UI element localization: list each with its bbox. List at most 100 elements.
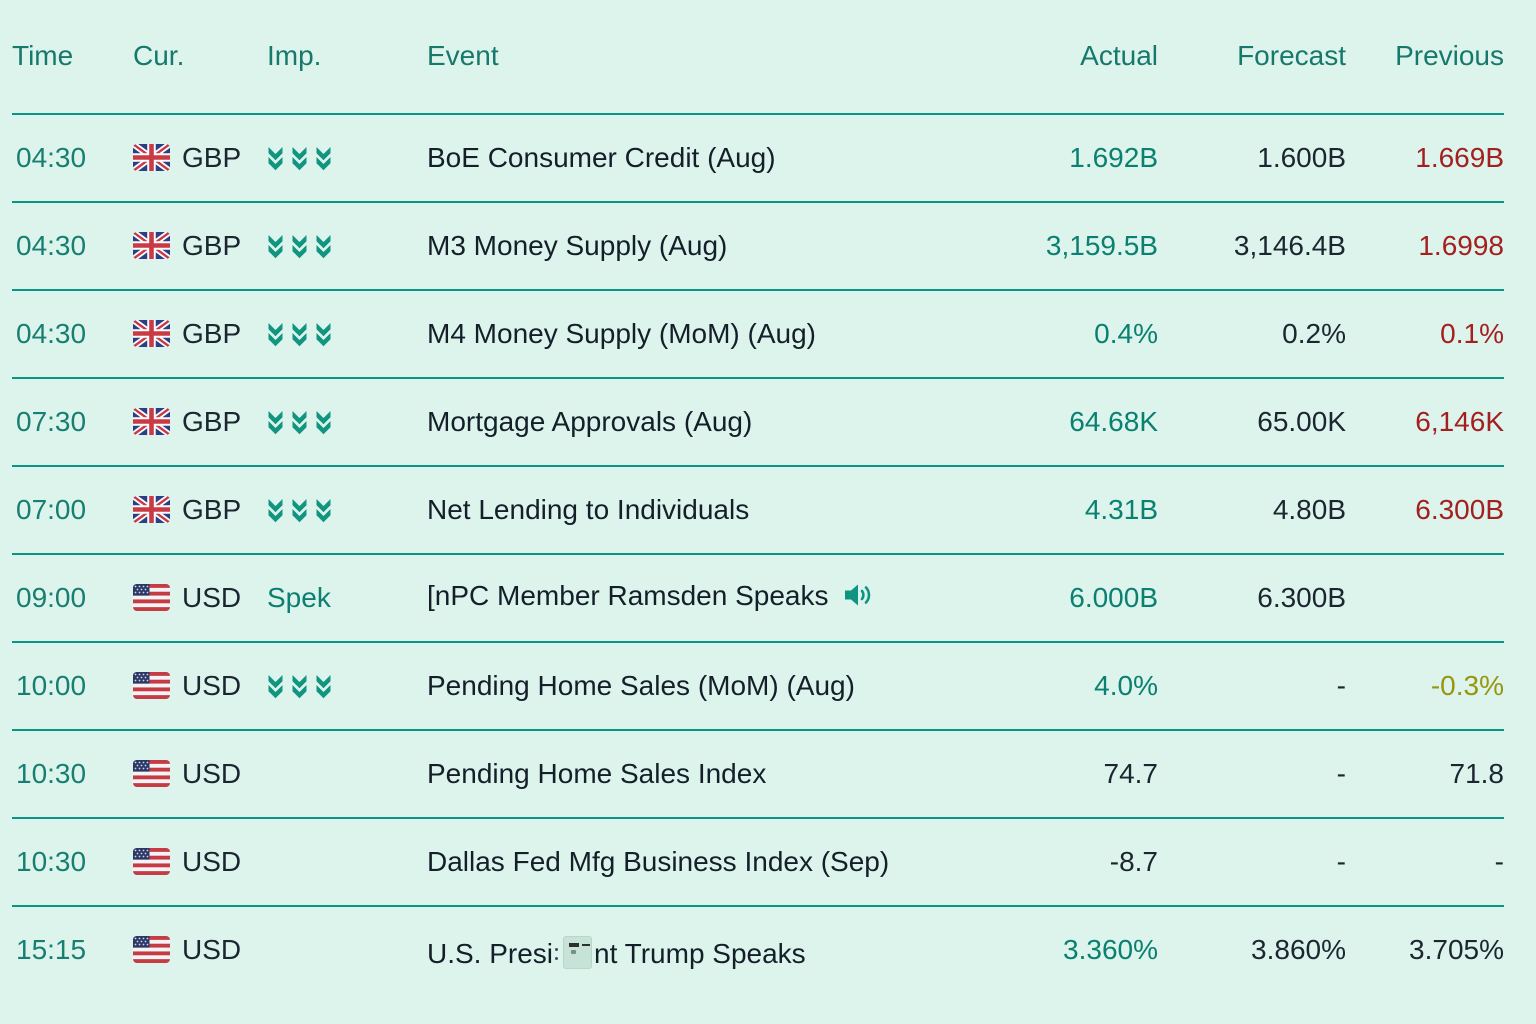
- uk-flag-icon: [133, 496, 170, 524]
- us-flag-icon: [133, 672, 170, 700]
- forecast-value: -: [1336, 845, 1346, 877]
- currency-cell: GBP: [133, 493, 267, 526]
- table-row[interactable]: 10:30 USD Pending Home Sales Index 74.7 …: [12, 731, 1504, 819]
- table-row[interactable]: 04:30 GBP M4 Money Supply (MoM) (Aug) 0.…: [12, 291, 1504, 379]
- glitch-dots: [555, 948, 559, 952]
- chevrons-down-icon: [291, 410, 308, 435]
- event-time: 07:00: [16, 493, 87, 525]
- chevrons-down-icon: [291, 674, 308, 699]
- event-time: 10:00: [16, 669, 87, 701]
- forecast-value: 3,146.4B: [1233, 229, 1346, 261]
- chevrons-down-icon: [291, 234, 308, 259]
- currency-cell: GBP: [133, 318, 267, 350]
- currency-label: GBP: [182, 493, 242, 525]
- event-name: Net Lending to Individuals: [427, 493, 750, 525]
- importance-high-indicator: [267, 322, 427, 347]
- actual-value: 0.4%: [1094, 317, 1158, 349]
- chevrons-down-icon: [267, 146, 284, 171]
- currency-label: USD: [182, 845, 242, 877]
- table-row[interactable]: 15:15 USD U.S. Presi nt Trump Speaks 3.36…: [12, 907, 1504, 993]
- uk-flag-icon: [133, 144, 170, 172]
- table-row[interactable]: 09:00 USD Spek [nPC Member Ramsden Speak…: [12, 555, 1504, 643]
- actual-value: 6.000B: [1069, 581, 1158, 613]
- table-row[interactable]: 10:00 USD Pending Home Sales (MoM) (Aug)…: [12, 643, 1504, 731]
- column-header-importance: Imp.: [267, 40, 322, 72]
- previous-value: 6,146K: [1415, 405, 1504, 437]
- table-row[interactable]: 10:30 USD Dallas Fed Mfg Business Index …: [12, 819, 1504, 907]
- currency-label: USD: [182, 581, 242, 613]
- chevrons-down-icon: [291, 498, 308, 523]
- previous-value: -: [1494, 845, 1504, 877]
- previous-value: -0.3%: [1430, 669, 1504, 701]
- table-row[interactable]: 07:00 GBP Net Lending to Individuals 4.3…: [12, 467, 1504, 555]
- event-time: 15:15: [16, 933, 87, 965]
- table-row[interactable]: 07:30 GBP Mortgage Approvals (Aug) 64.68…: [12, 379, 1504, 467]
- forecast-value: 0.2%: [1282, 317, 1346, 349]
- event-name-text-suffix: nt Trump Speaks: [594, 938, 806, 970]
- importance-high-indicator: [267, 234, 427, 259]
- forecast-value: 6.300B: [1257, 581, 1346, 613]
- actual-value: 3,159.5B: [1045, 229, 1158, 261]
- table-row[interactable]: 04:30 GBP BoE Consumer Credit (Aug) 1.69…: [12, 115, 1504, 203]
- chevrons-down-icon: [267, 674, 284, 699]
- chevrons-down-icon: [315, 498, 332, 523]
- event-time: 09:00: [16, 581, 87, 613]
- table-row[interactable]: 04:30 GBP M3 Money Supply (Aug) 3,159.5B…: [12, 203, 1504, 291]
- actual-value: 4.0%: [1094, 669, 1158, 701]
- currency-label: GBP: [182, 141, 242, 173]
- currency-cell: USD: [133, 845, 267, 878]
- forecast-value: -: [1336, 669, 1346, 701]
- chevrons-down-icon: [315, 674, 332, 699]
- forecast-value: 4.80B: [1272, 493, 1346, 525]
- chevrons-down-icon: [315, 234, 332, 259]
- event-time: 04:30: [16, 317, 87, 349]
- importance-high-indicator: [267, 410, 427, 435]
- event-time: 10:30: [16, 757, 87, 789]
- currency-cell: GBP: [133, 229, 267, 262]
- event-name: Mortgage Approvals (Aug): [427, 405, 753, 437]
- chevrons-down-icon: [291, 146, 308, 171]
- importance-high-indicator: [267, 674, 427, 699]
- event-time: 10:30: [16, 845, 87, 877]
- currency-cell: GBP: [133, 405, 267, 438]
- forecast-value: -: [1336, 757, 1346, 789]
- currency-label: USD: [182, 669, 242, 701]
- event-name: Dallas Fed Mfg Business Index (Sep): [427, 845, 890, 877]
- event-time: 04:30: [16, 229, 87, 261]
- event-time: 07:30: [16, 405, 87, 437]
- chevrons-down-icon: [315, 146, 332, 171]
- currency-cell: USD: [133, 758, 267, 790]
- forecast-value: 65.00K: [1257, 405, 1346, 437]
- event-time: 04:30: [16, 141, 87, 173]
- actual-value: -8.7: [1109, 845, 1158, 877]
- forecast-value: 1.600B: [1257, 141, 1346, 173]
- currency-label: USD: [182, 933, 242, 965]
- chevrons-down-icon: [267, 498, 284, 523]
- us-flag-icon: [133, 936, 170, 964]
- column-header-previous: Previous: [1395, 40, 1504, 72]
- forecast-value: 3.860%: [1251, 933, 1346, 965]
- actual-value: 4.31B: [1084, 493, 1158, 525]
- us-flag-icon: [133, 760, 170, 788]
- currency-label: GBP: [182, 405, 242, 437]
- previous-value: 1.6998: [1418, 229, 1504, 261]
- economic-calendar-table: Time Cur. Imp. Event Actual Forecast Pre…: [12, 40, 1504, 993]
- event-name: M3 Money Supply (Aug): [427, 229, 728, 261]
- chevrons-down-icon: [267, 410, 284, 435]
- importance-high-indicator: [267, 498, 427, 523]
- column-header-currency: Cur.: [133, 40, 185, 72]
- column-header-event: Event: [427, 40, 499, 72]
- event-name: U.S. Presi nt Trump Speaks: [427, 930, 992, 970]
- chevrons-down-icon: [315, 322, 332, 347]
- previous-value: 3.705%: [1409, 933, 1504, 965]
- column-header-time: Time: [12, 40, 74, 72]
- chevrons-down-icon: [315, 410, 332, 435]
- event-name-text-prefix: U.S. Presi: [427, 938, 554, 970]
- speaker-icon[interactable]: [843, 583, 874, 614]
- currency-label: GBP: [182, 229, 242, 261]
- importance-high-indicator: [267, 146, 427, 171]
- event-name: Pending Home Sales (MoM) (Aug): [427, 669, 855, 701]
- actual-value: 64.68K: [1069, 405, 1158, 437]
- us-flag-icon: [133, 584, 170, 612]
- importance-speech-indicator: Spek: [267, 582, 427, 614]
